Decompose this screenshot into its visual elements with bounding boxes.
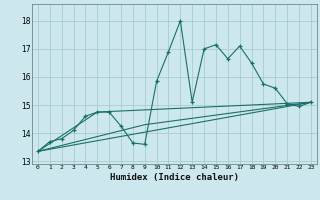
X-axis label: Humidex (Indice chaleur): Humidex (Indice chaleur)	[110, 173, 239, 182]
